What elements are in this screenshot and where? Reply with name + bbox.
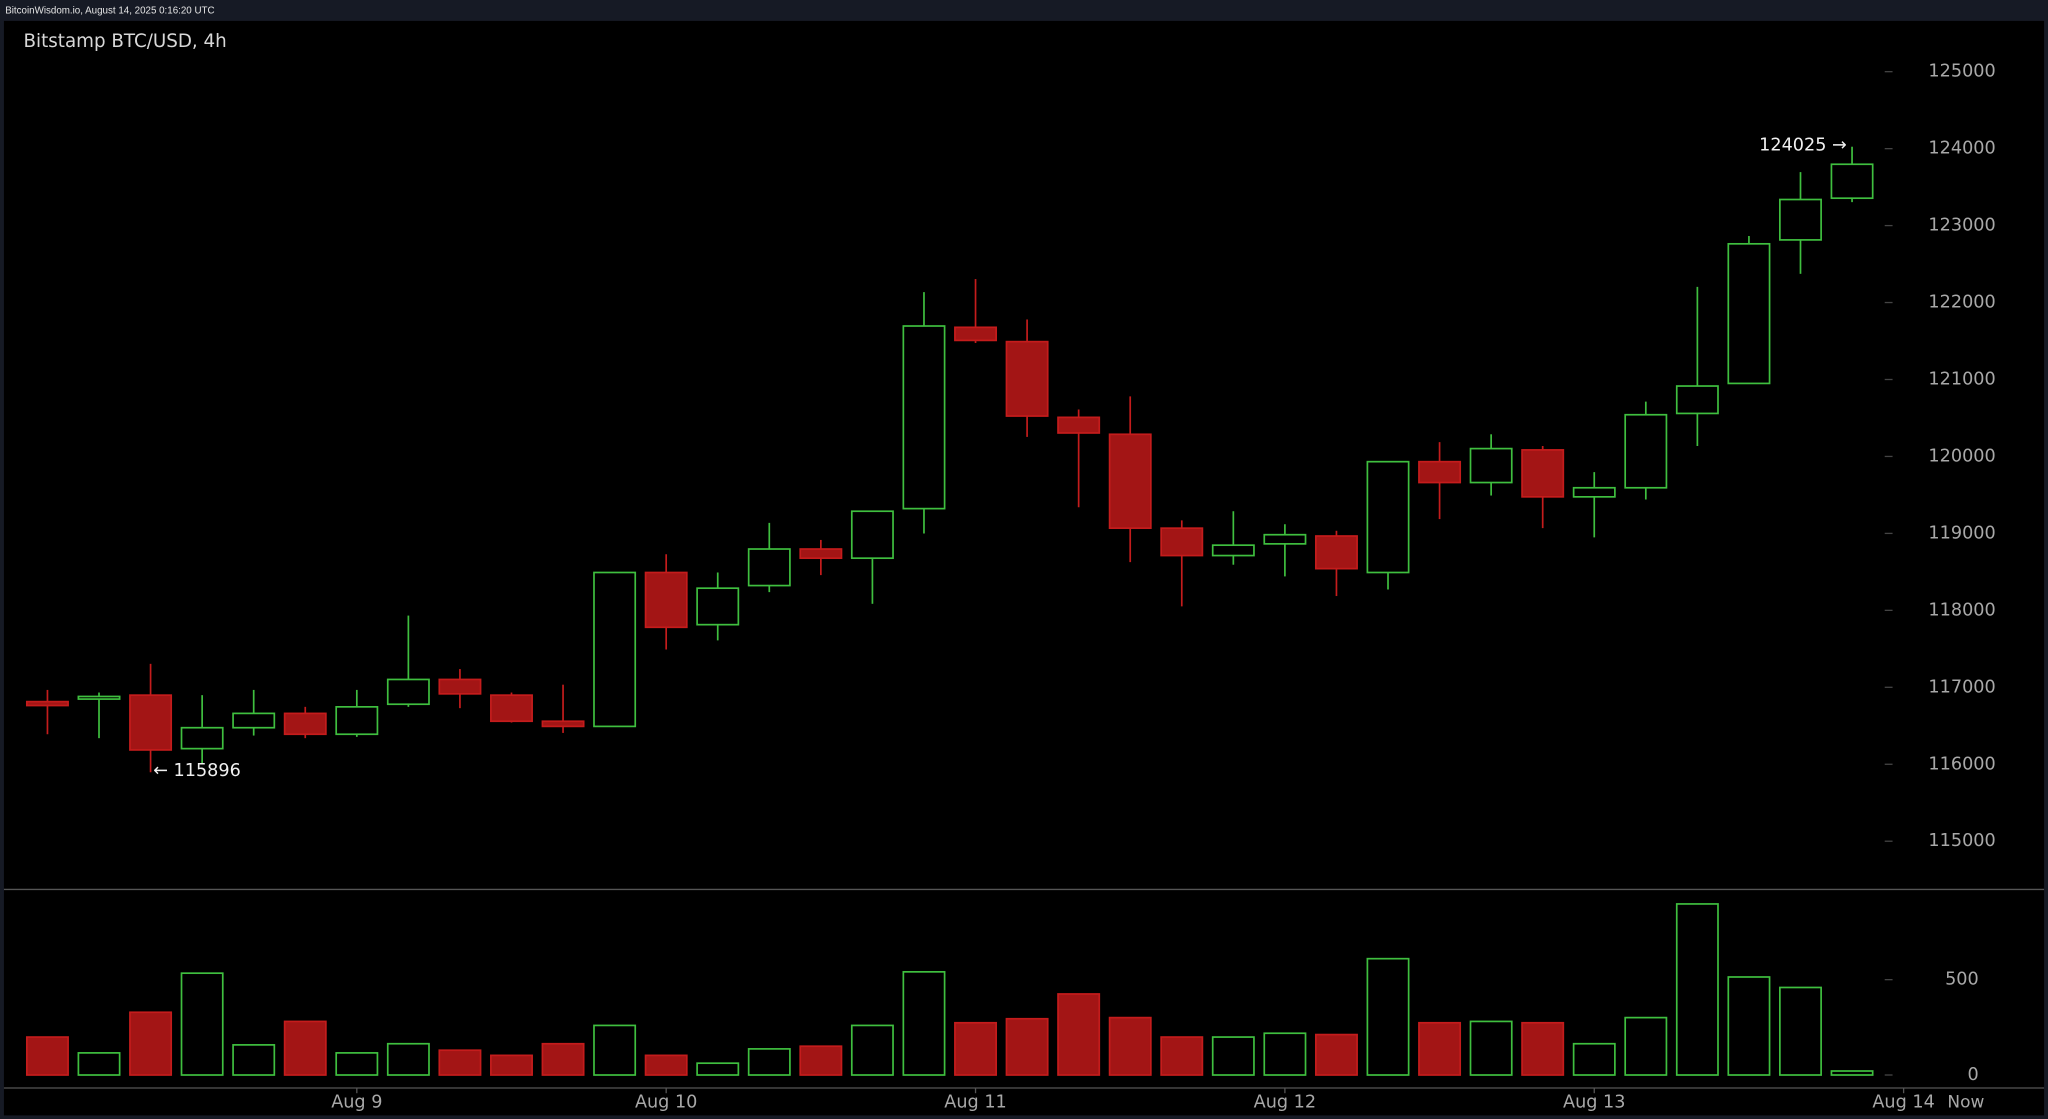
- volume-bar: [438, 1049, 482, 1076]
- header: BitcoinWisdom.io, August 14, 2025 0:16:2…: [5, 6, 214, 17]
- volume-bar: [180, 972, 224, 1076]
- candle-body: [1830, 163, 1874, 200]
- y2-tick-label: 0: [1968, 1065, 1979, 1085]
- high-annotation: 124025 →: [1759, 135, 1847, 155]
- volume-bar: [77, 1052, 121, 1076]
- candle-body: [696, 587, 740, 626]
- x-tick-label: Aug 12: [1254, 1092, 1316, 1112]
- volume-bar: [1057, 993, 1101, 1076]
- x-tick-label: Aug 11: [944, 1092, 1006, 1112]
- candle-body: [1057, 416, 1101, 434]
- volume-bar: [1160, 1036, 1204, 1076]
- candle-body: [1624, 413, 1668, 489]
- volume-bar: [386, 1042, 430, 1076]
- volume-bar: [1314, 1033, 1358, 1076]
- y-tick-label: 119000: [1928, 523, 1995, 543]
- volume-bar: [1779, 986, 1822, 1076]
- y-tick-label: 116000: [1928, 754, 1995, 774]
- volume-bar: [747, 1048, 791, 1076]
- candle-body: [541, 720, 585, 728]
- y-tick-label: 115000: [1928, 831, 1995, 851]
- y-tick-label: 118000: [1928, 600, 1995, 620]
- low-annotation: ← 115896: [153, 761, 241, 781]
- volume-bar: [1366, 957, 1410, 1076]
- candle-body: [386, 678, 430, 706]
- volume-bar: [25, 1036, 69, 1076]
- volume-bar: [1572, 1042, 1616, 1076]
- candle-body: [232, 712, 276, 729]
- chart-area: [3, 20, 2045, 1116]
- y-tick-label: 120000: [1928, 446, 1995, 466]
- candle-body: [593, 571, 637, 728]
- volume-bar: [129, 1011, 173, 1076]
- candle-body: [1675, 385, 1719, 415]
- volume-bar: [541, 1042, 585, 1076]
- chart-title: Bitstamp BTC/USD, 4h: [24, 31, 227, 52]
- volume-bar: [1830, 1070, 1874, 1076]
- candle-body: [1263, 533, 1307, 545]
- candle-body: [180, 726, 224, 750]
- candle-body: [1366, 460, 1410, 574]
- x-tick-label: Aug 14: [1872, 1092, 1934, 1112]
- candle-body: [1005, 340, 1049, 417]
- candle-body: [335, 705, 379, 736]
- candle-body: [1160, 527, 1204, 557]
- volume-bar: [799, 1045, 843, 1076]
- candle-body: [438, 678, 482, 695]
- volume-bar: [954, 1021, 998, 1076]
- candle-body: [490, 694, 533, 723]
- volume-bar: [1727, 976, 1771, 1076]
- candle-body: [283, 712, 327, 736]
- candle-body: [1108, 433, 1152, 530]
- candle-body: [799, 548, 843, 560]
- volume-bar: [1521, 1021, 1565, 1076]
- candle-body: [77, 695, 121, 700]
- y-tick-label: 125000: [1928, 62, 1995, 82]
- y-tick-label: 124000: [1928, 139, 1995, 159]
- x-tick-label: Aug 9: [331, 1092, 382, 1112]
- candle-body: [644, 571, 688, 629]
- candle-body: [1572, 486, 1616, 498]
- x-tick-label: Aug 10: [635, 1092, 697, 1112]
- candle-body: [1314, 535, 1358, 570]
- volume-bar: [1624, 1016, 1668, 1076]
- y-tick-label: 117000: [1928, 677, 1995, 697]
- volume-bar: [1418, 1021, 1462, 1076]
- volume-bar: [902, 970, 946, 1076]
- candle-body: [902, 325, 946, 510]
- y2-tick-label: 500: [1945, 970, 1979, 990]
- candle-body: [1779, 198, 1822, 241]
- volume-bar: [1005, 1017, 1049, 1076]
- volume-bar: [1469, 1020, 1513, 1076]
- volume-bar: [232, 1044, 276, 1076]
- volume-bar: [1211, 1036, 1255, 1076]
- x-tick-label: Aug 13: [1563, 1092, 1625, 1112]
- volume-bar: [1108, 1016, 1152, 1076]
- candle-body: [129, 694, 173, 751]
- y-tick-label: 122000: [1928, 293, 1995, 313]
- candle-body: [1727, 242, 1771, 385]
- candle-body: [1469, 447, 1513, 484]
- candle-body: [1521, 449, 1565, 498]
- volume-bar: [644, 1054, 688, 1076]
- volume-bar: [1263, 1032, 1307, 1076]
- volume-bar: [335, 1052, 379, 1076]
- candle-body: [850, 510, 894, 560]
- volume-bar: [283, 1020, 327, 1076]
- volume-bar: [850, 1024, 894, 1076]
- candle-body: [747, 548, 791, 587]
- volume-bar: [1675, 903, 1719, 1076]
- volume-bar: [696, 1062, 740, 1076]
- y-tick-label: 121000: [1928, 369, 1995, 389]
- candle-body: [1211, 544, 1255, 557]
- candle-body: [25, 700, 69, 707]
- now-label: Now: [1947, 1092, 1984, 1112]
- volume-bar: [490, 1054, 533, 1076]
- y-tick-label: 123000: [1928, 216, 1995, 236]
- candle-body: [954, 326, 998, 342]
- candle-body: [1418, 460, 1462, 484]
- volume-bar: [593, 1024, 637, 1076]
